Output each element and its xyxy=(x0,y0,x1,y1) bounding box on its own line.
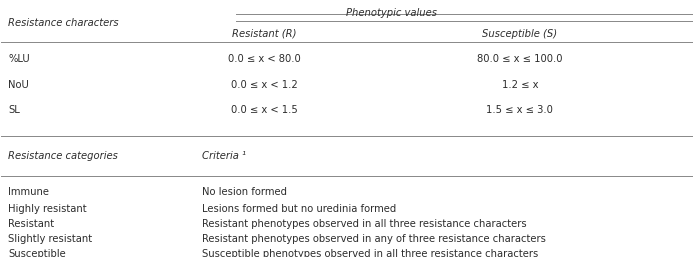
Text: Resistant phenotypes observed in any of three resistance characters: Resistant phenotypes observed in any of … xyxy=(202,234,545,244)
Text: 0.0 ≤ x < 80.0: 0.0 ≤ x < 80.0 xyxy=(228,54,301,64)
Text: 1.2 ≤ x: 1.2 ≤ x xyxy=(502,80,538,90)
Text: 1.5 ≤ x ≤ 3.0: 1.5 ≤ x ≤ 3.0 xyxy=(486,105,553,115)
Text: Lesions formed but no uredinia formed: Lesions formed but no uredinia formed xyxy=(202,204,396,214)
Text: Resistance categories: Resistance categories xyxy=(8,151,118,161)
Text: Susceptible: Susceptible xyxy=(8,249,66,257)
Text: Phenotypic values: Phenotypic values xyxy=(346,8,437,18)
Text: Susceptible phenotypes observed in all three resistance characters: Susceptible phenotypes observed in all t… xyxy=(202,249,538,257)
Text: %LU: %LU xyxy=(8,54,30,64)
Text: Susceptible (S): Susceptible (S) xyxy=(482,29,557,39)
Text: Resistant (R): Resistant (R) xyxy=(232,29,296,39)
Text: SL: SL xyxy=(8,105,20,115)
Text: Resistant: Resistant xyxy=(8,218,54,228)
Text: Criteria ¹: Criteria ¹ xyxy=(202,151,246,161)
Text: NoU: NoU xyxy=(8,80,29,90)
Text: 0.0 ≤ x < 1.2: 0.0 ≤ x < 1.2 xyxy=(230,80,298,90)
Text: Highly resistant: Highly resistant xyxy=(8,204,87,214)
Text: Resistant phenotypes observed in all three resistance characters: Resistant phenotypes observed in all thr… xyxy=(202,218,527,228)
Text: Resistance characters: Resistance characters xyxy=(8,18,119,28)
Text: 80.0 ≤ x ≤ 100.0: 80.0 ≤ x ≤ 100.0 xyxy=(477,54,563,64)
Text: Slightly resistant: Slightly resistant xyxy=(8,234,92,244)
Text: No lesion formed: No lesion formed xyxy=(202,187,287,197)
Text: 0.0 ≤ x < 1.5: 0.0 ≤ x < 1.5 xyxy=(230,105,298,115)
Text: Immune: Immune xyxy=(8,187,49,197)
